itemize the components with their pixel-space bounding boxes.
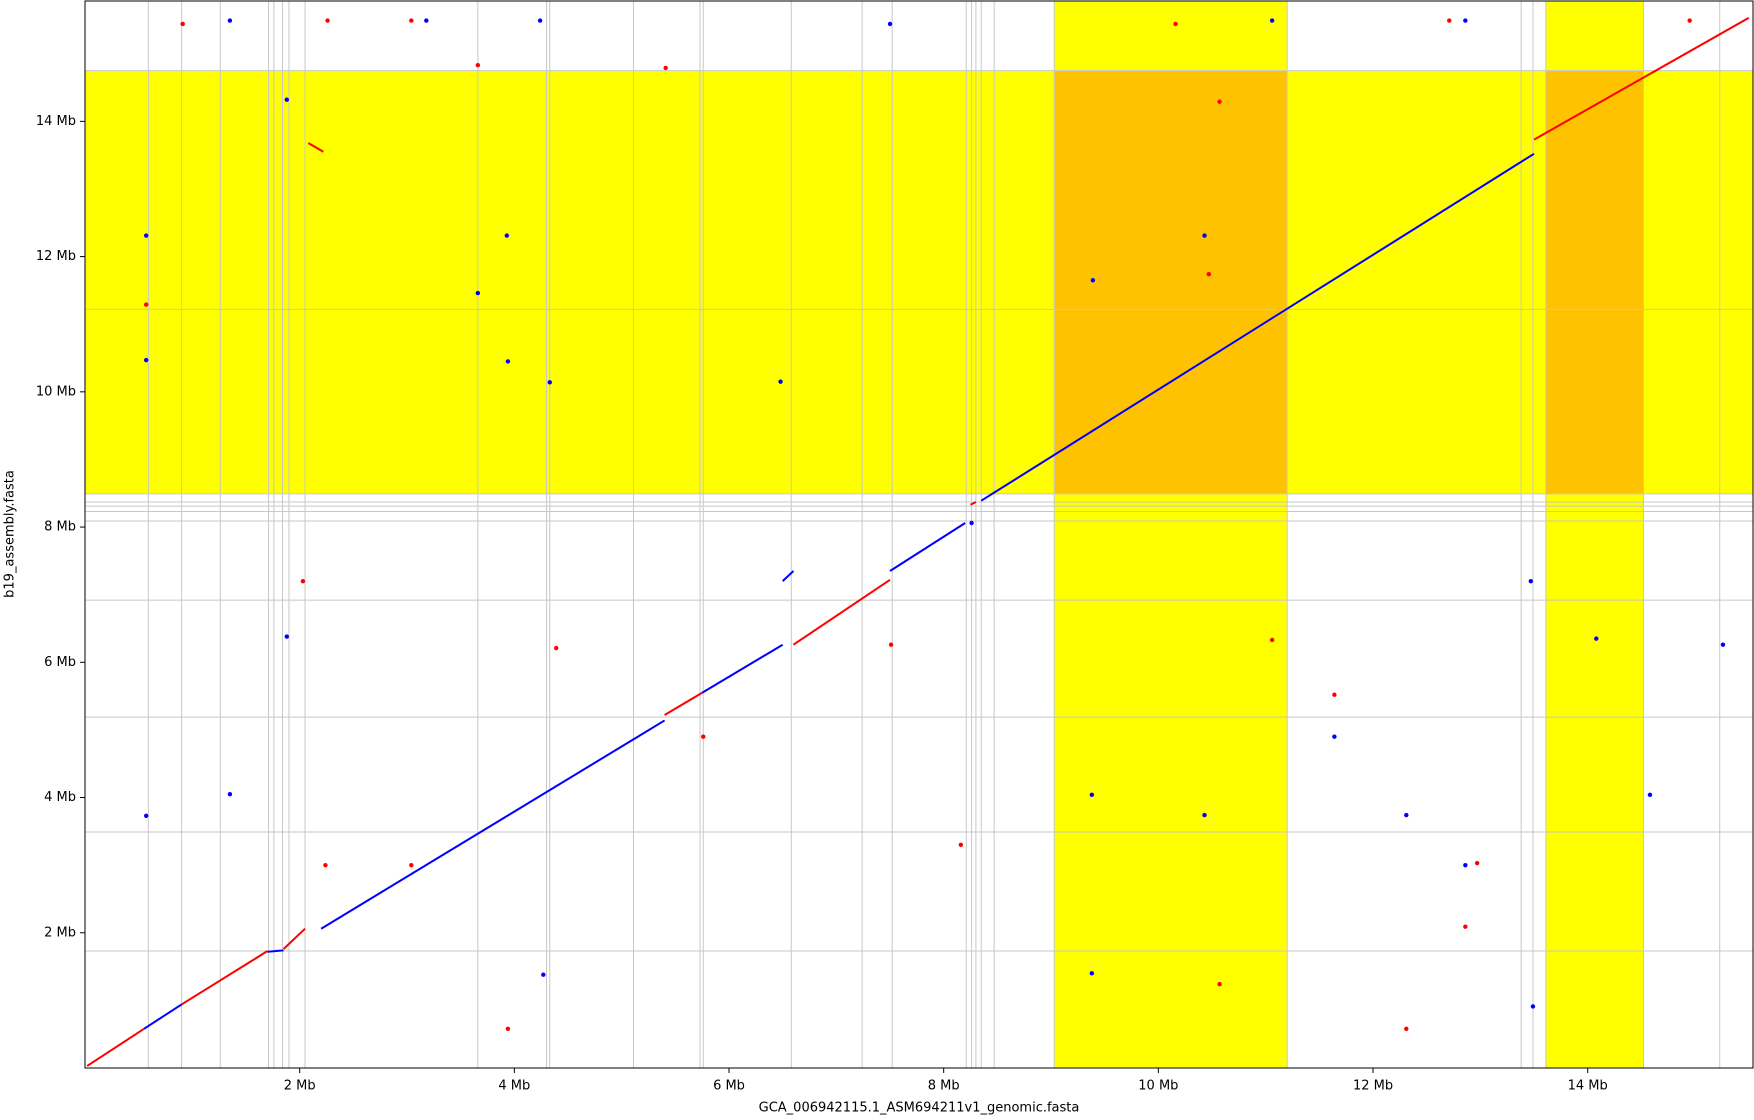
alignment-dot: [1217, 981, 1222, 987]
alignment-dot: [541, 972, 546, 977]
alignment-dot: [227, 791, 233, 797]
alignment-segment: [181, 950, 268, 1006]
alignment-dot: [1202, 233, 1207, 238]
alignment-segment: [143, 1003, 183, 1030]
alignment-dot: [888, 642, 894, 647]
alignment-dot: [504, 233, 510, 238]
y-axis-title: b19_assembly.fasta: [3, 470, 18, 598]
y-tick-label: 12 Mb: [36, 249, 76, 264]
alignment-dot: [1474, 860, 1480, 866]
alignment-dot: [1206, 271, 1212, 277]
alignment-segment: [701, 643, 784, 694]
alignment-segment: [781, 570, 795, 582]
x-tick-label: 4 Mb: [498, 1079, 530, 1094]
alignment-segment: [792, 578, 891, 646]
alignment-dot: [1463, 924, 1468, 929]
alignment-dot: [143, 357, 149, 363]
x-axis-title: GCA_006942115.1_ASM694211v1_genomic.fast…: [759, 1101, 1080, 1116]
alignment-dot: [1269, 18, 1275, 23]
alignment-dot: [143, 813, 149, 818]
alignment-dot: [1687, 18, 1692, 23]
alignment-dot: [300, 578, 306, 584]
x-tick-label: 12 Mb: [1353, 1079, 1393, 1094]
alignment-dot: [1090, 278, 1096, 283]
alignment-dot: [1463, 862, 1468, 868]
alignment-dot: [505, 1026, 511, 1031]
alignment-dot: [475, 63, 481, 68]
x-tick-label: 2 Mb: [284, 1079, 316, 1094]
highlight-overlap: [1054, 70, 1288, 494]
plot-frame: [84, 0, 1754, 1069]
alignment-segment: [86, 1027, 145, 1067]
alignment-dot: [1217, 99, 1222, 104]
alignment-segment: [970, 501, 977, 506]
alignment-dot: [958, 842, 964, 848]
alignment-dot: [475, 290, 481, 296]
alignment-dot: [409, 18, 414, 23]
alignment-dot: [1089, 971, 1095, 976]
alignment-dot: [1202, 812, 1207, 818]
alignment-dot: [701, 734, 706, 739]
y-tick-label: 6 Mb: [44, 655, 76, 670]
alignment-dot: [1647, 792, 1653, 798]
alignment-dot: [284, 97, 289, 102]
alignment-dot: [537, 18, 543, 23]
alignment-dot: [323, 862, 328, 868]
alignment-dot: [1447, 18, 1452, 23]
alignment-dot: [1173, 21, 1178, 27]
alignment-segment: [267, 949, 284, 953]
alignment-dot: [409, 862, 414, 868]
alignment-dot: [143, 302, 149, 307]
x-tick-label: 8 Mb: [928, 1079, 960, 1094]
alignment-dot: [547, 380, 552, 385]
alignment-dot: [1332, 734, 1337, 739]
alignment-dot: [1269, 637, 1275, 643]
y-tick-label: 8 Mb: [44, 520, 76, 535]
alignment-dot: [424, 18, 429, 23]
alignment-dot: [969, 520, 974, 526]
highlight-overlap: [1545, 70, 1644, 494]
alignment-dot: [1089, 792, 1095, 798]
alignment-segment: [307, 142, 324, 153]
alignment-dot: [1332, 692, 1337, 697]
alignment-dot: [227, 18, 233, 23]
alignment-dot: [887, 21, 893, 27]
alignment-dot: [180, 21, 185, 27]
alignment-dot: [778, 379, 783, 384]
alignment-dot: [284, 634, 289, 639]
y-tick-label: 4 Mb: [44, 790, 76, 805]
alignment-dot: [1720, 642, 1726, 647]
alignment-dot: [325, 18, 330, 23]
y-tick-label: 10 Mb: [36, 384, 76, 399]
alignment-dot: [663, 65, 668, 71]
alignment-segment: [1533, 17, 1750, 141]
alignment-dot: [1528, 578, 1534, 584]
alignment-segment: [980, 152, 1535, 502]
alignment-dot: [1404, 1026, 1409, 1031]
alignment-dot: [505, 359, 511, 364]
y-tick-label: 14 Mb: [36, 114, 76, 129]
alignment-dot: [1404, 812, 1409, 818]
alignment-segment: [320, 719, 666, 930]
x-tick-label: 14 Mb: [1568, 1079, 1608, 1094]
alignment-segment: [664, 691, 703, 716]
alignment-dot: [143, 233, 149, 238]
alignment-dot: [554, 645, 559, 651]
alignment-dot: [1463, 18, 1468, 23]
highlight-row: [85, 70, 1753, 494]
x-tick-label: 10 Mb: [1138, 1079, 1178, 1094]
x-tick-label: 6 Mb: [713, 1079, 745, 1094]
y-tick-label: 2 Mb: [44, 925, 76, 940]
alignment-dot: [1530, 1004, 1536, 1009]
alignment-segment: [889, 522, 966, 572]
alignment-dot: [1594, 636, 1599, 641]
alignment-segment: [282, 927, 306, 950]
